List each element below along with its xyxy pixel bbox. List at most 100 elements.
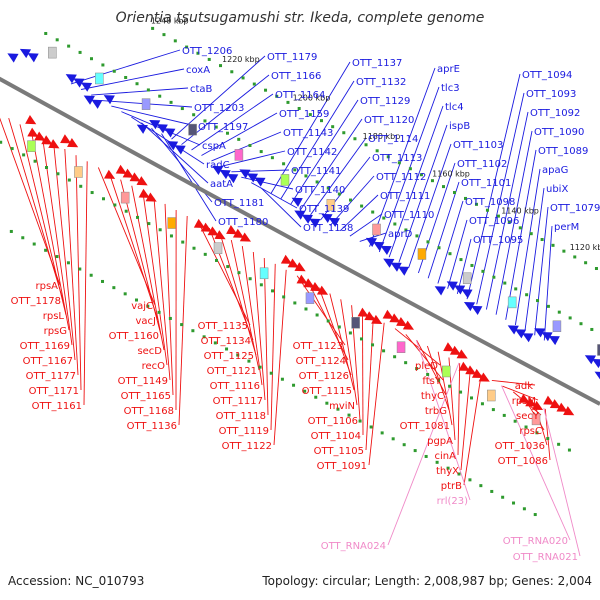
category-block [326, 199, 336, 211]
reverse-gene-line [457, 363, 461, 456]
ring-tick-1 [568, 316, 572, 320]
forward-gene-arrow [103, 95, 115, 105]
forward-gene-arrow [461, 289, 473, 299]
ring-tick-1 [349, 198, 353, 202]
reverse-gene-label: secY [516, 411, 540, 422]
reverse-gene-arrow [41, 135, 53, 145]
category-block [372, 223, 381, 236]
reverse-gene-arrow [371, 314, 383, 325]
reverse-gene-line [252, 251, 266, 401]
rna-gene-line [387, 362, 460, 546]
forward-gene-line [221, 150, 286, 167]
reverse-gene-arrow [556, 402, 568, 412]
ring-tick-3 [446, 466, 450, 470]
ring-tick-0 [430, 179, 434, 183]
ring-tick-2 [426, 372, 430, 376]
ring-tick-2 [113, 203, 117, 207]
category-block [259, 267, 269, 280]
category-block [27, 140, 36, 152]
reverse-gene-arrow [443, 342, 455, 352]
forward-gene-line [543, 225, 553, 341]
ring-tick-1 [44, 31, 48, 35]
ring-tick-3 [522, 507, 526, 511]
forward-gene-arrow [541, 332, 553, 342]
forward-gene-label: OTT_1102 [457, 159, 507, 170]
ring-tick-1 [158, 94, 162, 98]
ring-tick-3 [280, 377, 284, 381]
ring-tick-3 [369, 425, 373, 429]
rna-gene-label: OTT_RNA020 [503, 536, 568, 547]
forward-gene-arrow [365, 237, 377, 248]
forward-gene-arrow [156, 124, 168, 134]
reverse-gene-line [131, 185, 165, 351]
category-block [487, 389, 496, 402]
reverse-gene-label: OTT_1117 [213, 396, 263, 407]
ring-tick-3 [325, 401, 329, 405]
reverse-gene-arrow [549, 399, 562, 409]
ring-tick-1 [293, 168, 297, 172]
ring-tick-1 [112, 69, 116, 73]
ring-tick-0 [241, 76, 245, 80]
scale-label: 1160 kbp [432, 169, 470, 178]
forward-gene-label: OTT_1079 [550, 203, 600, 214]
forward-gene-label: OTT_1140 [295, 185, 345, 196]
reverse-gene-line [153, 197, 171, 381]
reverse-gene-label: vajC [131, 301, 153, 312]
forward-gene-line [437, 200, 464, 284]
ring-tick-2 [535, 431, 539, 435]
reverse-gene-line [64, 149, 79, 376]
reverse-gene-line [502, 385, 539, 401]
ring-tick-2 [557, 442, 561, 446]
ring-tick-0 [419, 173, 423, 177]
category-block [552, 320, 562, 333]
ring-tick-3 [247, 359, 251, 363]
forward-gene-arrow [584, 355, 597, 365]
ring-tick-2 [459, 390, 463, 394]
ring-tick-3 [468, 478, 472, 482]
forward-gene-line [241, 176, 294, 190]
reverse-gene-label: OTT_1116 [210, 381, 260, 392]
forward-gene-line [427, 181, 460, 279]
ring-tick-1 [89, 57, 93, 61]
reverse-gene-arrow [310, 281, 322, 292]
reverse-gene-arrow [136, 176, 148, 186]
reverse-gene-line [230, 239, 260, 371]
ring-tick-2 [237, 271, 241, 275]
reverse-gene-arrow [280, 254, 293, 264]
ring-tick-3 [112, 286, 116, 290]
reverse-gene-line [263, 257, 269, 416]
reverse-gene-label: pleD [415, 361, 438, 372]
forward-gene-line [250, 182, 298, 209]
ring-tick-3 [225, 347, 229, 351]
reverse-gene-line [53, 142, 76, 361]
ring-tick-3 [512, 501, 516, 505]
ring-tick-2 [326, 319, 330, 323]
reverse-gene-line [329, 293, 355, 391]
forward-gene-arrow [212, 165, 224, 176]
reverse-gene-label: OTT_1178 [11, 296, 61, 307]
reverse-gene-line [197, 221, 251, 326]
reverse-gene-arrow [60, 134, 72, 144]
ring-tick-1 [337, 192, 341, 196]
reverse-gene-label: ftsY [422, 376, 441, 387]
rna-gene-label: OTT_RNA024 [321, 541, 386, 552]
ring-tick-3 [533, 513, 537, 517]
reverse-gene-arrow [129, 172, 141, 182]
reverse-gene-arrow [103, 169, 116, 179]
ring-tick-2 [491, 408, 495, 412]
reverse-gene-line [241, 245, 263, 386]
reverse-gene-label: rpsA [35, 281, 58, 292]
forward-gene-line [211, 131, 282, 162]
ring-tick-3 [236, 353, 240, 357]
forward-gene-arrow [434, 286, 446, 296]
ring-tick-1 [101, 63, 105, 67]
reverse-gene-arrow [303, 278, 315, 288]
forward-gene-arrow [80, 82, 93, 92]
forward-gene-arrow [507, 325, 519, 335]
reverse-gene-label: OTT_1106 [308, 416, 358, 427]
category-block [531, 413, 541, 426]
ring-tick-1 [536, 299, 540, 303]
reverse-gene-arrow [402, 320, 415, 330]
forward-gene-arrow [463, 302, 476, 312]
